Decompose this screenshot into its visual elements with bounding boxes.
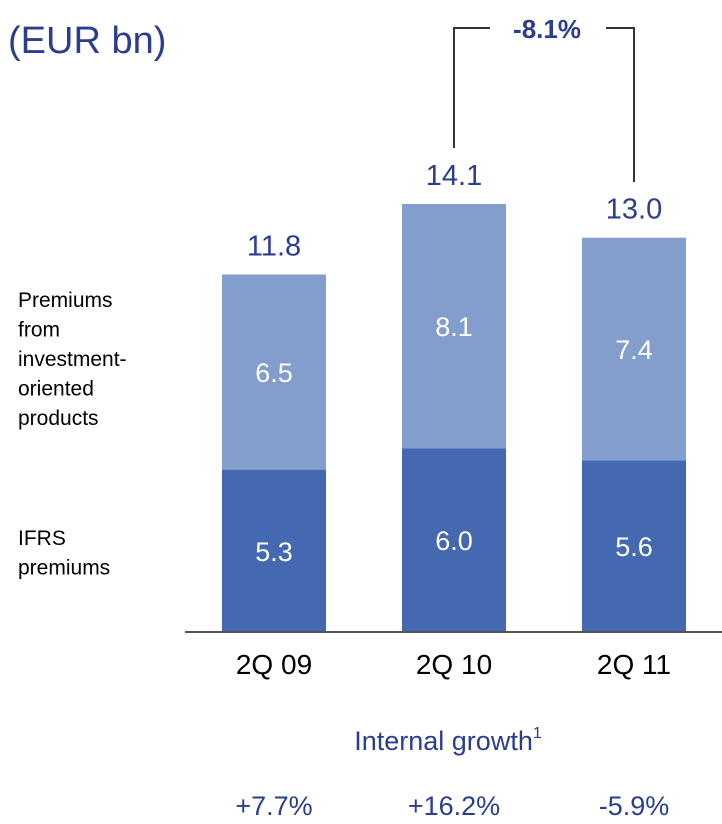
- growth-title-text: Internal growth: [354, 726, 533, 756]
- bar-ifrs-0: [222, 469, 326, 632]
- segment-label-1-1: 8.1: [435, 312, 473, 342]
- growth-value-1: +16.2%: [408, 791, 500, 821]
- bar-investment-1: [402, 204, 506, 449]
- legend-investment-line-0: Premiums: [18, 289, 113, 312]
- bars-group: [222, 204, 686, 632]
- unit-label: (EUR bn): [8, 20, 166, 62]
- total-labels-group: 11.8 14.1 13.0: [247, 160, 662, 262]
- segment-label-1-2: 7.4: [615, 335, 653, 365]
- growth-values-group: +7.7% +16.2% -5.9%: [235, 791, 669, 821]
- category-label-0: 2Q 09: [236, 649, 312, 680]
- segment-label-1-0: 6.5: [255, 358, 293, 388]
- bar-ifrs-1: [402, 448, 506, 632]
- growth-value-2: -5.9%: [599, 791, 670, 821]
- legend-ifrs-line-1: premiums: [18, 557, 110, 580]
- change-bracket: -8.1%: [453, 14, 635, 182]
- segment-label-0-2: 5.6: [615, 532, 653, 562]
- growth-title: Internal growth1: [354, 725, 542, 756]
- change-label: -8.1%: [513, 14, 581, 44]
- bar-investment-0: [222, 274, 326, 470]
- category-label-1: 2Q 10: [416, 649, 492, 680]
- category-label-2: 2Q 11: [597, 649, 671, 680]
- bracket-left-line: [453, 27, 490, 148]
- total-label-1: 14.1: [426, 160, 482, 192]
- legend-group: Premiums from investment-oriented products I…: [18, 289, 127, 580]
- legend-investment-line-4: products: [18, 407, 99, 430]
- legend-investment-line-2: investment-: [18, 348, 127, 371]
- bar-ifrs-2: [582, 460, 686, 632]
- legend-investment-line-1: from: [18, 319, 60, 342]
- growth-footnote-mark: 1: [533, 725, 542, 742]
- bar-investment-2: [582, 237, 686, 461]
- total-label-2: 13.0: [606, 194, 662, 226]
- segment-label-0-1: 6.0: [435, 526, 473, 556]
- total-label-0: 11.8: [247, 230, 301, 262]
- segment-label-0-0: 5.3: [255, 537, 293, 567]
- category-labels-group: 2Q 09 2Q 10 2Q 11: [236, 649, 671, 680]
- legend-ifrs-line-0: IFRS: [18, 527, 66, 550]
- growth-value-0: +7.7%: [235, 791, 312, 821]
- segment-labels-group: 5.3 6.5 6.0 8.1 5.6 7.4: [255, 312, 653, 567]
- legend-investment-line-3: oriented: [18, 378, 94, 401]
- bracket-right-line: [606, 27, 635, 182]
